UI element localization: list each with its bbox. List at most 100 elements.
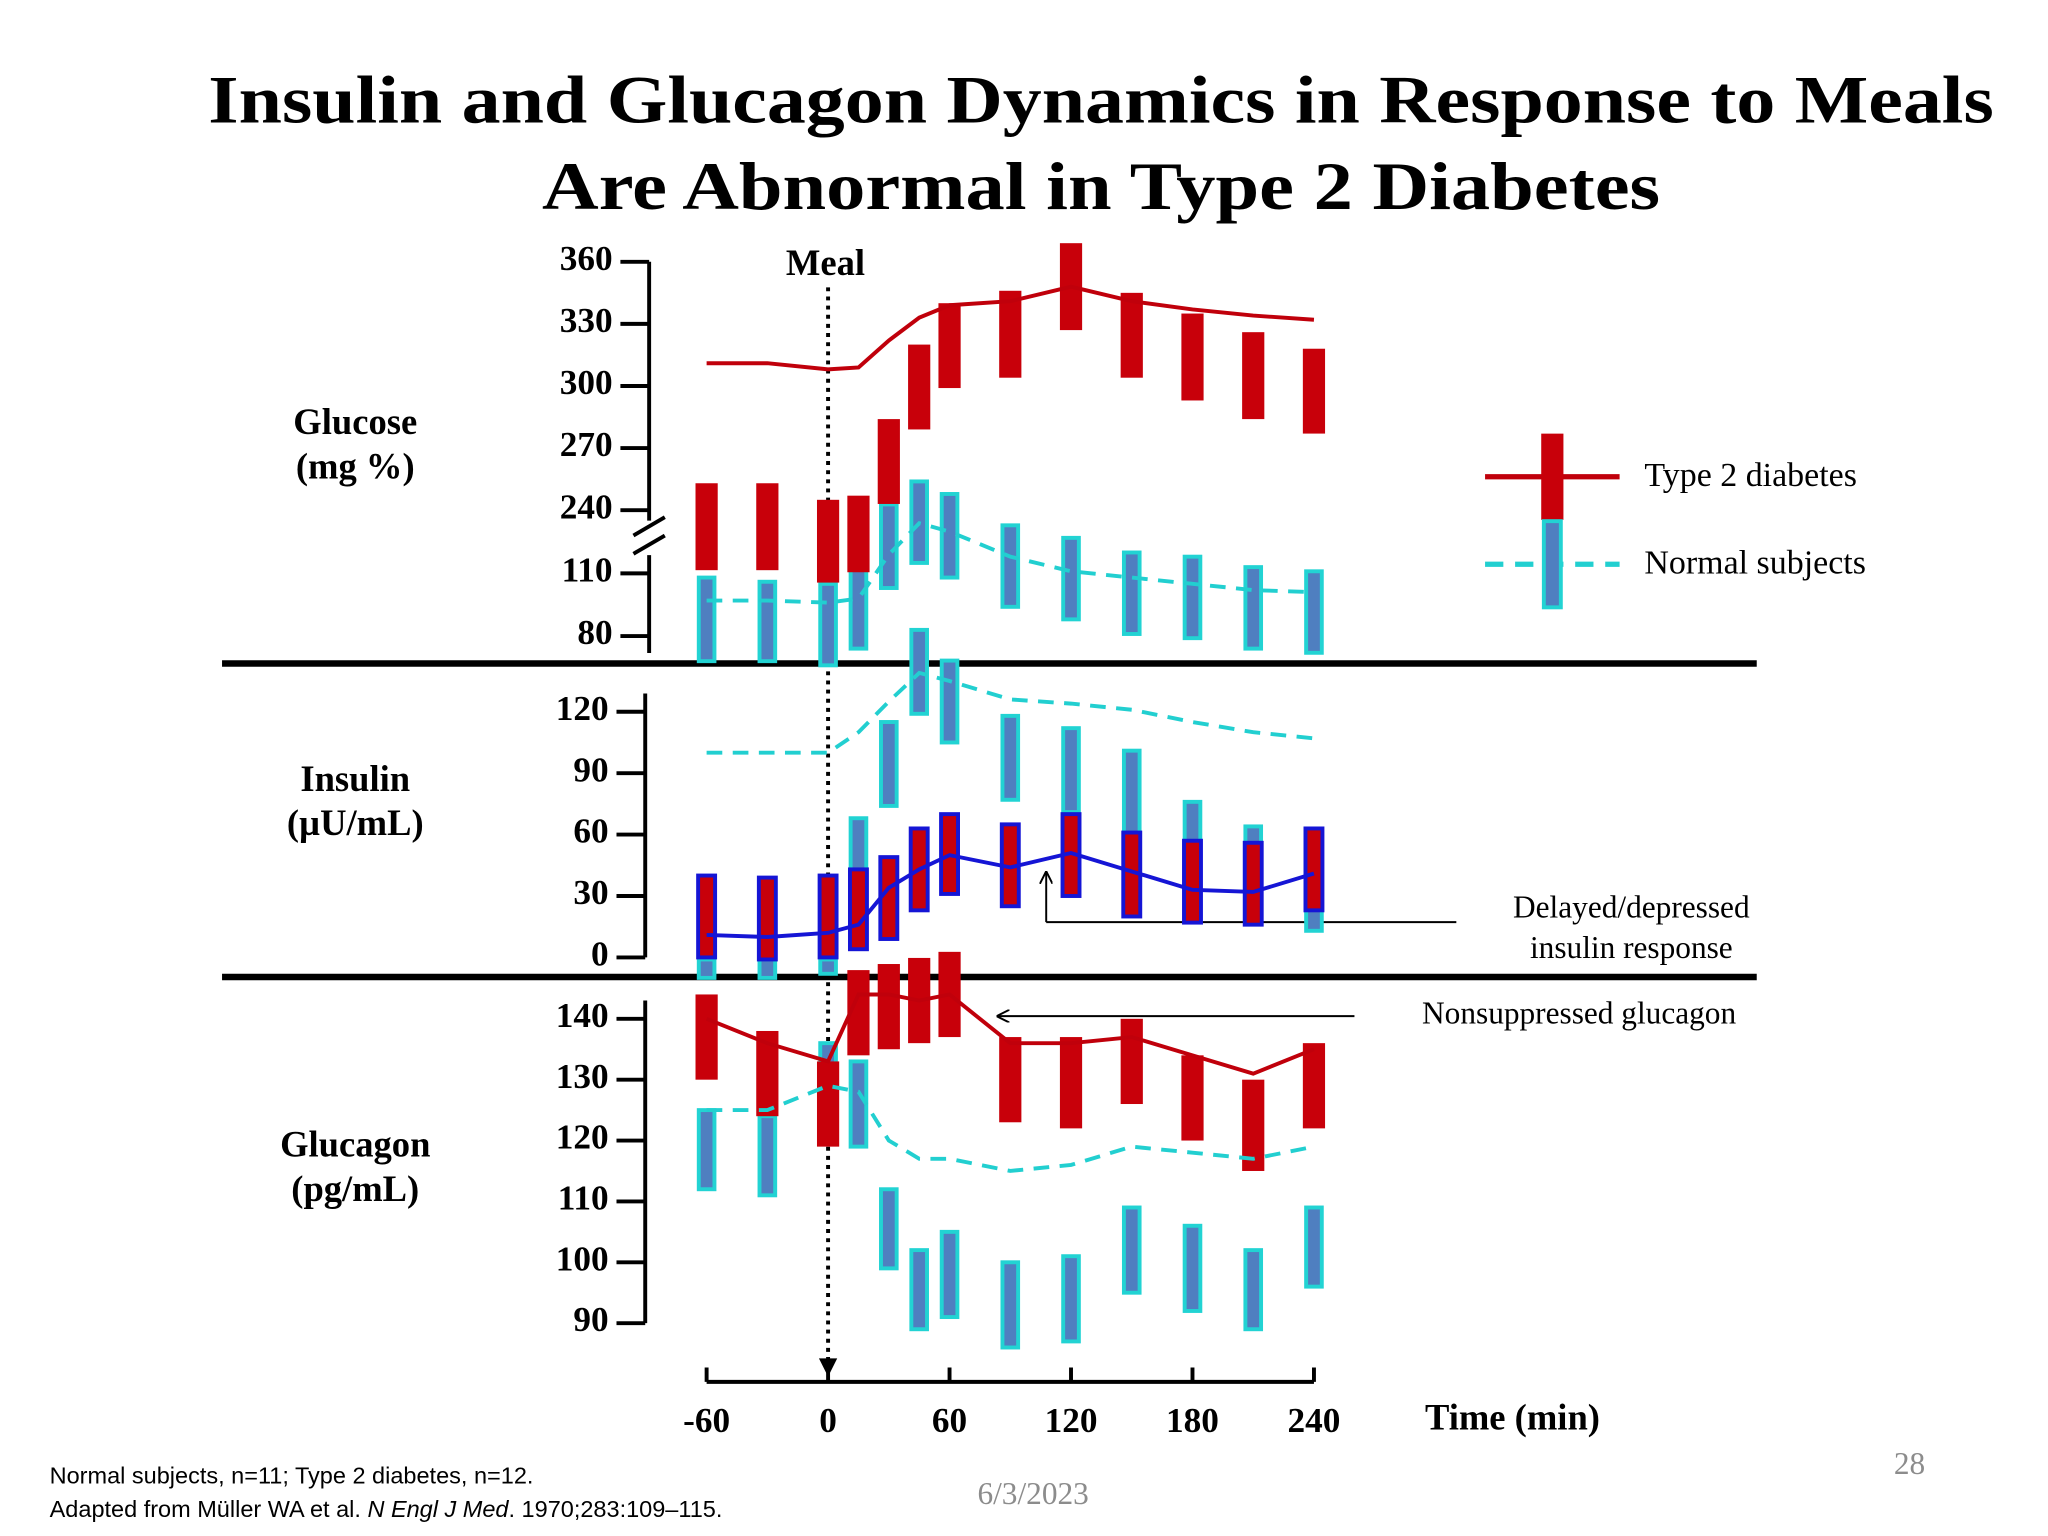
error-bar [818,581,838,668]
y-tick-label: 0 [591,935,609,974]
y-tick-label: 110 [562,550,613,589]
y-tick-label: 330 [560,301,613,340]
axis-break [632,515,666,538]
error-bar [1061,1254,1081,1344]
error-bar [1000,713,1021,802]
y-tick-label: 270 [560,425,613,464]
y-axis-label: (mg %) [296,446,415,487]
error-bar [696,575,717,664]
y-tick-label: 80 [577,613,612,652]
error-bar [1000,523,1021,609]
error-bar [1061,535,1081,622]
source-journal: N Engl J Med [367,1496,509,1522]
source-part: Adapted from Müller WA et al. [50,1496,368,1522]
error-bar [909,1248,929,1332]
error-bar [695,483,718,571]
error-bar [757,1114,778,1198]
source: Adapted from Müller WA et al. N Engl J M… [50,1496,723,1522]
error-bar [999,290,1022,378]
y-tick-label: 60 [573,812,608,851]
error-bar [817,873,839,960]
error-bar [1059,1037,1083,1129]
error-bar [847,970,870,1056]
date: 6/3/2023 [977,1476,1088,1511]
meal-label: Meal [786,242,865,283]
error-bar [756,875,778,962]
x-tick-label: 180 [1166,1401,1219,1440]
legend-swatch [1541,519,1563,610]
error-bar [879,720,899,808]
annotation: Nonsuppressed glucagon [1422,995,1736,1030]
error-bar [1121,1205,1142,1295]
error-bar [1121,550,1142,636]
error-bar [1121,748,1142,839]
y-tick-label: 120 [556,1118,609,1157]
error-bar [756,483,779,571]
legend-swatch [1541,433,1564,520]
error-bar [816,499,840,583]
error-bar [1242,332,1265,420]
series-line [706,851,1315,939]
x-tick-label: 0 [819,1401,837,1440]
y-tick-label: 100 [556,1239,609,1278]
error-bar [1182,1223,1203,1313]
y-tick-label: 240 [560,487,613,526]
y-tick-label: 110 [558,1179,609,1218]
error-bar [999,1037,1022,1123]
error-bar [879,1187,899,1271]
page-number: 28 [1894,1446,1925,1481]
legend-label: Normal subjects [1644,544,1866,581]
error-bar [1304,1205,1324,1289]
error-bar [1242,840,1264,927]
error-bar [1000,1260,1021,1350]
error-bar [1243,1248,1264,1332]
x-tick-label: -60 [683,1401,730,1440]
series-line [705,992,1315,1076]
error-bar [939,658,960,745]
error-bar [877,964,900,1050]
y-axis-label: (µU/mL) [287,802,424,843]
y-tick-label: 140 [556,996,609,1035]
error-bar [695,994,718,1080]
series-line [706,521,1315,605]
error-bar [816,1061,840,1147]
series-line [706,1083,1315,1173]
x-tick-label: 60 [932,1401,967,1440]
error-bar [1242,1079,1265,1171]
footnote: Normal subjects, n=11; Type 2 diabetes, … [50,1462,534,1488]
error-bar [938,303,961,389]
y-axis-label: Glucagon [280,1123,430,1164]
annotation: insulin response [1530,930,1733,965]
error-bar [847,495,870,573]
error-bar [1303,826,1325,913]
y-tick-label: 120 [556,689,609,728]
annotation: Delayed/depressed [1513,890,1750,925]
error-bar [908,344,931,430]
x-tick-label: 120 [1045,1401,1098,1440]
y-tick-label: 300 [560,363,613,402]
y-tick-label: 90 [573,750,608,789]
error-bar [757,579,778,664]
error-bar [696,1108,717,1192]
error-bar [1120,1018,1143,1105]
y-axis-label: Glucose [293,401,417,442]
error-bar [1243,565,1264,651]
error-bar [1181,1055,1204,1141]
error-bar [1061,726,1081,815]
error-bar [696,957,717,980]
series-line [706,670,1315,755]
error-bar [939,492,960,580]
y-tick-label: 130 [556,1057,609,1096]
error-bar [1120,292,1143,378]
error-bar [939,1229,960,1320]
error-bar [847,867,869,952]
x-tick-label: 240 [1288,1401,1341,1440]
error-bar [757,957,778,980]
error-bar [756,1030,779,1117]
y-tick-label: 90 [573,1300,608,1339]
y-axis-label: (pg/mL) [291,1168,419,1209]
error-bar [848,563,869,651]
source-part: . 1970;283:109–115. [509,1496,723,1522]
